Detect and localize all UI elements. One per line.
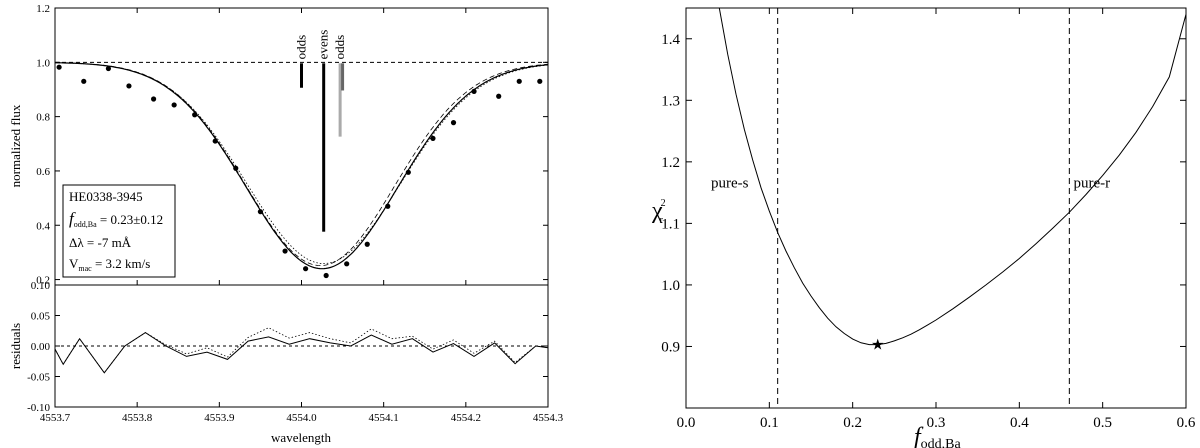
chi2-minimum-star: ★ <box>871 338 884 354</box>
observed-point <box>537 78 543 84</box>
observed-point <box>405 169 411 175</box>
legend-fodd: fodd,Ba = 0.23±0.12 <box>69 209 163 229</box>
residuals-solid-line <box>54 332 549 374</box>
residuals-xtick-label: 4553.7 <box>40 412 71 424</box>
chi2-xlabel: fodd,Ba <box>914 424 962 448</box>
chi2-ylabel: χ2 r <box>651 198 666 226</box>
observed-point <box>471 88 477 94</box>
isotope-line <box>300 63 303 88</box>
chi2-xtick-label: 0.4 <box>1010 415 1029 431</box>
chi2-ytick-label: 1.3 <box>661 93 680 109</box>
legend-vmac: Vmac = 3.2 km/s <box>69 256 150 273</box>
flux-panel: 0.20.40.60.81.01.2 odds evens odds normali… <box>8 3 549 287</box>
residuals-ytick-label: 0.10 <box>31 280 51 292</box>
chi2-vlines <box>777 8 1070 408</box>
legend-dlambda: Δλ = -7 mÅ <box>69 235 132 250</box>
chi2-ytick-label: 1.0 <box>661 278 680 294</box>
observed-point <box>105 65 112 72</box>
residuals-ytick-label: 0.00 <box>31 341 51 353</box>
chi2-ytick-label: 1.4 <box>661 32 680 48</box>
chi2-annotation: pure-s <box>711 176 749 192</box>
chi2-ytick-label: 1.2 <box>661 155 680 171</box>
residuals-dotted-line <box>54 327 549 374</box>
observed-point <box>450 120 457 126</box>
chi2-annotations: pure-s pure-r <box>711 176 1110 192</box>
observed-point <box>171 102 177 108</box>
residuals-ytick-label: -0.10 <box>27 402 50 414</box>
flux-ylabel: normalized flux <box>8 104 23 187</box>
observed-point <box>430 135 436 141</box>
chi2-xtick-label: 0.3 <box>927 415 946 431</box>
chi2-xtick-label: 0.2 <box>843 415 862 431</box>
chi2-ticks: 0.9 1.0 1.1 1.2 1.3 1.4 0.0 0.1 0.2 0.3 0.4 0.5 0.6 <box>661 8 1196 431</box>
flux-ytick-label: 0.2 <box>36 275 50 287</box>
residuals-xtick-label: 4554.3 <box>533 412 564 424</box>
isotope-line <box>341 63 345 91</box>
observed-point <box>81 78 87 84</box>
observed-points <box>56 64 543 279</box>
observed-point <box>257 209 264 215</box>
isotope-line <box>322 63 326 232</box>
flux-ytick-label: 0.8 <box>36 112 50 124</box>
observed-point <box>126 83 132 89</box>
model-pure-r-line <box>54 62 549 264</box>
legend-box: HE0338-3945 fodd,Ba = 0.23±0.12 Δλ = -7 … <box>62 184 176 278</box>
observed-point <box>192 112 198 118</box>
chi2-curve <box>718 7 1187 346</box>
observed-point <box>56 64 62 70</box>
residuals-xtick-label: 4553.9 <box>204 412 235 424</box>
isotope-label: evens <box>316 30 331 60</box>
residuals-panel: -0.10 -0.05 0.00 0.05 0.10 4553.7 4553.8 4553.9… <box>8 280 564 445</box>
chi2-panel: 0.91.01.11.21.31.40.0 0.1 0.2 0.3 0.4 0.5 0.6 … <box>651 7 1196 448</box>
observed-point <box>151 96 157 102</box>
residuals-xlabel: wavelength <box>271 430 331 445</box>
residuals-ytick-label: -0.05 <box>27 372 50 384</box>
chi2-xtick-label: 0.5 <box>1093 415 1112 431</box>
flux-y-ticks: 0.2 0.4 0.6 0.8 1.0 1.2 <box>36 3 549 287</box>
flux-ytick-label: 1.0 <box>36 57 50 69</box>
observed-point <box>364 241 370 247</box>
observed-point <box>385 203 391 209</box>
model-fit-line <box>54 62 549 270</box>
legend-star: HE0338-3945 <box>69 189 143 204</box>
observed-point <box>282 248 288 254</box>
chi2-xtick-label: 0.1 <box>760 415 779 431</box>
residuals-xtick-label: 4554.2 <box>451 412 481 424</box>
residuals-xtick-label: 4554.1 <box>369 412 399 424</box>
flux-ytick-label: 0.6 <box>36 166 50 178</box>
residuals-xtick-label: 4553.8 <box>122 412 153 424</box>
legend-frame <box>62 184 176 278</box>
observed-point <box>516 78 522 84</box>
residuals-ylabel: residuals <box>8 323 23 369</box>
flux-ytick-label: 0.4 <box>36 220 50 232</box>
chi2-panel-frame <box>685 7 1187 409</box>
observed-point <box>233 165 239 171</box>
observed-point <box>323 272 329 279</box>
residuals-ticks: -0.10 -0.05 0.00 0.05 0.10 4553.7 4553.8 4553.9… <box>27 280 564 424</box>
isotope-label: odds <box>332 35 347 60</box>
isotope-line <box>338 63 342 137</box>
flux-ytick-label: 1.2 <box>36 3 50 15</box>
observed-point <box>303 266 309 272</box>
chi2-ytick-label: 0.9 <box>661 339 680 355</box>
observed-point <box>344 261 350 267</box>
chi2-xtick-label: 0.0 <box>677 415 696 431</box>
residuals-xtick-label: 4554.0 <box>286 412 317 424</box>
residuals-ytick-label: 0.05 <box>31 311 51 323</box>
isotope-label: odds <box>294 35 309 60</box>
isotope-marks: odds evens odds <box>294 30 347 232</box>
observed-point <box>496 93 502 99</box>
observed-point <box>212 138 218 144</box>
chi2-xtick-label: 0.6 <box>1177 415 1196 431</box>
model-pure-s-line <box>55 62 549 266</box>
chi2-annotation: pure-r <box>1074 176 1111 192</box>
chi2-ytick-label: 1.1 <box>661 216 680 232</box>
